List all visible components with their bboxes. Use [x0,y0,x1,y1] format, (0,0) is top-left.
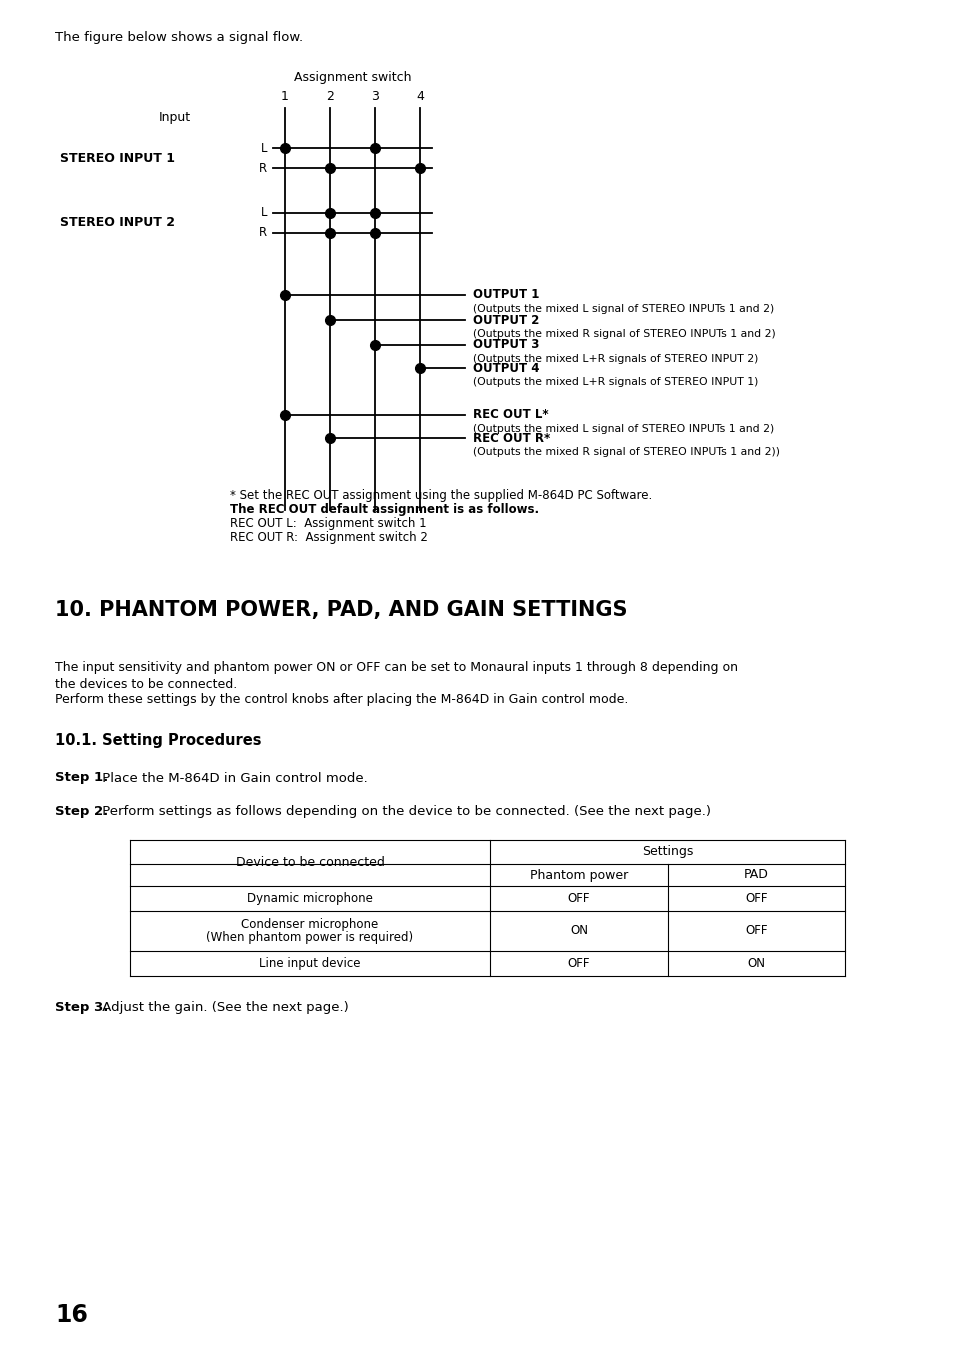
Text: STEREO INPUT 1: STEREO INPUT 1 [60,151,174,165]
Text: 10. PHANTOM POWER, PAD, AND GAIN SETTINGS: 10. PHANTOM POWER, PAD, AND GAIN SETTING… [55,599,627,620]
Text: STEREO INPUT 2: STEREO INPUT 2 [60,216,174,230]
Text: OFF: OFF [744,892,767,904]
Text: (Outputs the mixed R signal of STEREO INPUTs 1 and 2)): (Outputs the mixed R signal of STEREO IN… [473,447,780,458]
Text: Assignment switch: Assignment switch [294,72,411,85]
Text: OUTPUT 1: OUTPUT 1 [473,289,538,301]
Text: (Outputs the mixed R signal of STEREO INPUTs 1 and 2): (Outputs the mixed R signal of STEREO IN… [473,329,775,339]
Text: REC OUT L:  Assignment switch 1: REC OUT L: Assignment switch 1 [230,517,426,529]
Text: R: R [258,162,267,174]
Text: OUTPUT 4: OUTPUT 4 [473,362,539,374]
Text: Step 2.: Step 2. [55,806,108,818]
Text: The REC OUT default assignment is as follows.: The REC OUT default assignment is as fol… [230,502,538,516]
Text: Perform these settings by the control knobs after placing the M-864D in Gain con: Perform these settings by the control kn… [55,694,628,706]
Text: R: R [258,227,267,239]
Text: Adjust the gain. (See the next page.): Adjust the gain. (See the next page.) [98,1002,349,1014]
Text: 4: 4 [416,90,423,104]
Text: 10.1. Setting Procedures: 10.1. Setting Procedures [55,733,261,748]
Text: The figure below shows a signal flow.: The figure below shows a signal flow. [55,31,303,45]
Text: * Set the REC OUT assignment using the supplied M-864D PC Software.: * Set the REC OUT assignment using the s… [230,489,652,501]
Text: REC OUT L*: REC OUT L* [473,409,548,421]
Text: Device to be connected: Device to be connected [235,856,384,869]
Text: ON: ON [569,925,587,937]
Text: Dynamic microphone: Dynamic microphone [247,892,373,904]
Text: (Outputs the mixed L+R signals of STEREO INPUT 1): (Outputs the mixed L+R signals of STEREO… [473,377,758,387]
Text: 16: 16 [55,1303,88,1327]
Text: Condenser microphone: Condenser microphone [241,918,378,930]
Text: Line input device: Line input device [259,957,360,971]
Text: REC OUT R*: REC OUT R* [473,432,550,444]
Text: OUTPUT 3: OUTPUT 3 [473,339,538,351]
Text: L: L [260,207,267,220]
Text: OUTPUT 2: OUTPUT 2 [473,313,538,327]
Text: Step 1.: Step 1. [55,771,108,784]
Text: OFF: OFF [744,925,767,937]
Text: Phantom power: Phantom power [529,868,627,882]
Text: OFF: OFF [567,957,590,971]
Text: (Outputs the mixed L+R signals of STEREO INPUT 2): (Outputs the mixed L+R signals of STEREO… [473,354,758,364]
Text: Place the M-864D in Gain control mode.: Place the M-864D in Gain control mode. [98,771,367,784]
Text: (Outputs the mixed L signal of STEREO INPUTs 1 and 2): (Outputs the mixed L signal of STEREO IN… [473,424,774,433]
Text: ON: ON [747,957,764,971]
Text: The input sensitivity and phantom power ON or OFF can be set to Monaural inputs : The input sensitivity and phantom power … [55,662,738,675]
Text: OFF: OFF [567,892,590,904]
Text: 2: 2 [326,90,334,104]
Text: L: L [260,142,267,154]
Text: Input: Input [159,112,191,124]
Text: PAD: PAD [743,868,768,882]
Text: (Outputs the mixed L signal of STEREO INPUTs 1 and 2): (Outputs the mixed L signal of STEREO IN… [473,304,774,315]
Text: (When phantom power is required): (When phantom power is required) [206,931,414,944]
Text: the devices to be connected.: the devices to be connected. [55,678,237,690]
Text: 1: 1 [281,90,289,104]
Text: Settings: Settings [641,845,693,859]
Text: REC OUT R:  Assignment switch 2: REC OUT R: Assignment switch 2 [230,531,428,544]
Text: Step 3.: Step 3. [55,1002,109,1014]
Text: 3: 3 [371,90,378,104]
Text: Perform settings as follows depending on the device to be connected. (See the ne: Perform settings as follows depending on… [98,806,710,818]
